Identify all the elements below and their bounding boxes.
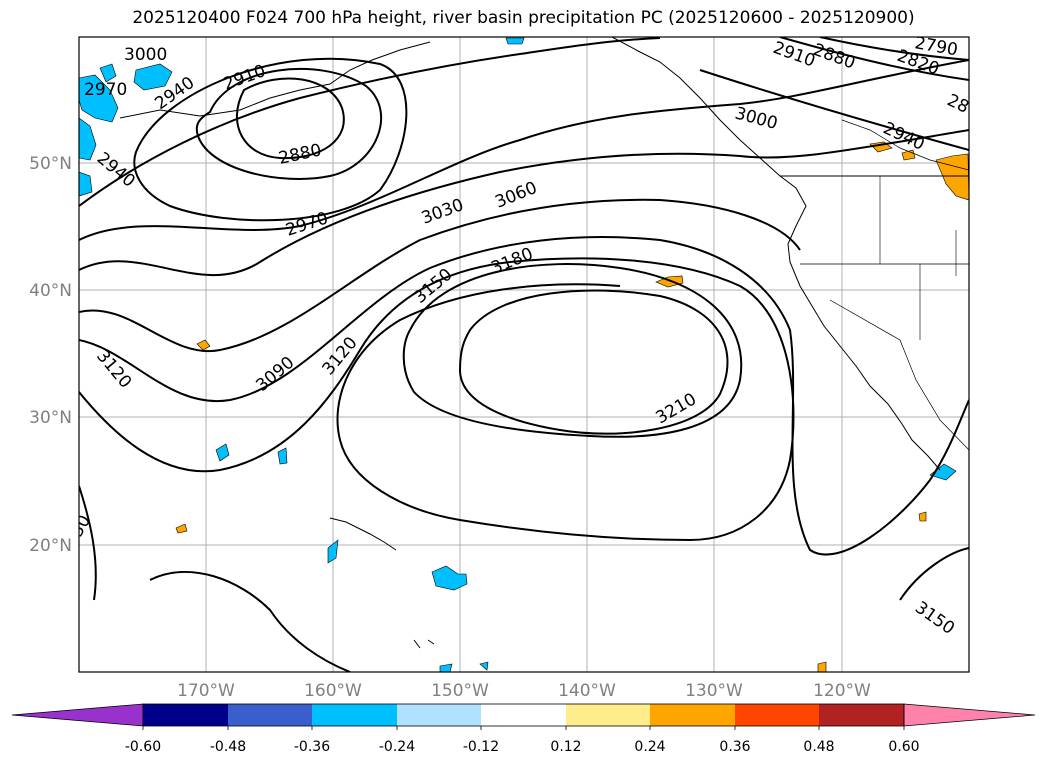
colorbar-tick-label: 0.12 (550, 739, 581, 755)
contour-2880-low (235, 77, 345, 160)
contours-northeast (699, 37, 969, 151)
contour-3150-se (899, 547, 969, 601)
colorbar-segment (650, 704, 735, 726)
contour-3210 (458, 289, 729, 435)
lon-label: 150°W (431, 681, 489, 701)
colorbar-tick-label: 0.60 (888, 739, 919, 755)
contour-3180 (402, 263, 743, 438)
colorbar-frame (142, 703, 905, 727)
lon-label: 140°W (558, 681, 616, 701)
precip-positive-patch (196, 339, 211, 351)
contour-3060 (79, 129, 969, 277)
precip-negative-patch (929, 463, 957, 481)
lon-labels: 170°W 160°W 150°W 140°W 130°W 120°W (177, 681, 871, 701)
lon-label: 160°W (304, 681, 362, 701)
state-borders (879, 176, 957, 340)
precip-negative-patch (327, 539, 339, 564)
contour-2940-ring (133, 57, 408, 222)
colorbar-segment (566, 704, 650, 726)
contour-3090 (79, 198, 801, 353)
colorbar-segment (819, 704, 904, 726)
lat-labels: 50°N 40°N 30°N 20°N (29, 154, 72, 556)
lat-label: 20°N (29, 536, 72, 556)
precip-negative-patch (277, 447, 288, 465)
precip-negative-patch (79, 74, 119, 123)
contour-3150-south (79, 485, 351, 672)
precip-positive-patch (918, 511, 927, 522)
alaska-aleutians (119, 41, 431, 119)
colorbar-tick-label: -0.48 (210, 739, 246, 755)
precip-positive-patch (817, 661, 827, 672)
precip-shading (79, 37, 969, 672)
precip-negative-patch (133, 63, 173, 91)
precip-negative-patch (431, 565, 468, 591)
lon-label: 170°W (177, 681, 235, 701)
contour-label: 3000 (124, 45, 167, 65)
canada-coast (841, 119, 969, 171)
colorbar-segment (481, 704, 566, 726)
colorbar-extend-min (11, 703, 144, 727)
colorbar-segment (312, 704, 397, 726)
colorbar-tick-label: 0.48 (803, 739, 834, 755)
precip-positive-patch (175, 523, 188, 534)
precip-negative-patch (99, 63, 117, 83)
precip-negative-patch (505, 37, 525, 45)
colorbar-tick-label: -0.12 (463, 739, 499, 755)
colorbar-segment (143, 704, 228, 726)
baja-coast (829, 299, 969, 451)
graticule (79, 37, 969, 672)
lat-label: 30°N (29, 408, 72, 428)
colorbar-ticks: -0.60 -0.48 -0.36 -0.24 -0.12 0.12 0.24 … (125, 739, 920, 755)
map-frame (78, 36, 970, 673)
lon-label: 130°W (685, 681, 743, 701)
height-contours (79, 37, 969, 672)
colorbar-tick-label: 0.24 (634, 739, 665, 755)
precip-negative-patch (79, 117, 97, 161)
contour-label: 2970 (84, 80, 127, 100)
precip-negative-patch (479, 661, 489, 671)
contour-label: 2790 (913, 33, 959, 60)
contour-3150 (79, 257, 795, 542)
colorbar-tick-label: -0.36 (294, 739, 330, 755)
coastlines (119, 37, 969, 649)
precip-negative-patch (215, 443, 230, 462)
contour-2970 (79, 37, 661, 207)
colorbar-segment (735, 704, 819, 726)
lat-label: 40°N (29, 281, 72, 301)
map-area (79, 37, 969, 672)
precip-negative-patch (439, 663, 453, 672)
precip-negative-patch (79, 171, 93, 197)
contour-3120 (79, 236, 969, 556)
islands (413, 639, 435, 649)
precip-positive-patch (935, 153, 969, 201)
map-title: 2025120400 F024 700 hPa height, river ba… (132, 8, 915, 28)
lat-label: 50°N (29, 154, 72, 174)
hawaii-chain (329, 517, 397, 551)
colorbar-tick-label: -0.60 (125, 739, 161, 755)
north-america-coastline (611, 37, 941, 471)
colorbar-segment (228, 704, 312, 726)
colorbar-segment (397, 704, 481, 726)
colorbar-tick-label: 0.36 (719, 739, 750, 755)
lon-label: 120°W (813, 681, 871, 701)
colorbar-tick-label: -0.24 (379, 739, 415, 755)
colorbar-extend-max (903, 703, 1036, 727)
contour-3030 (79, 59, 969, 241)
colorbar (11, 703, 1036, 730)
precip-positive-patch (655, 275, 684, 288)
